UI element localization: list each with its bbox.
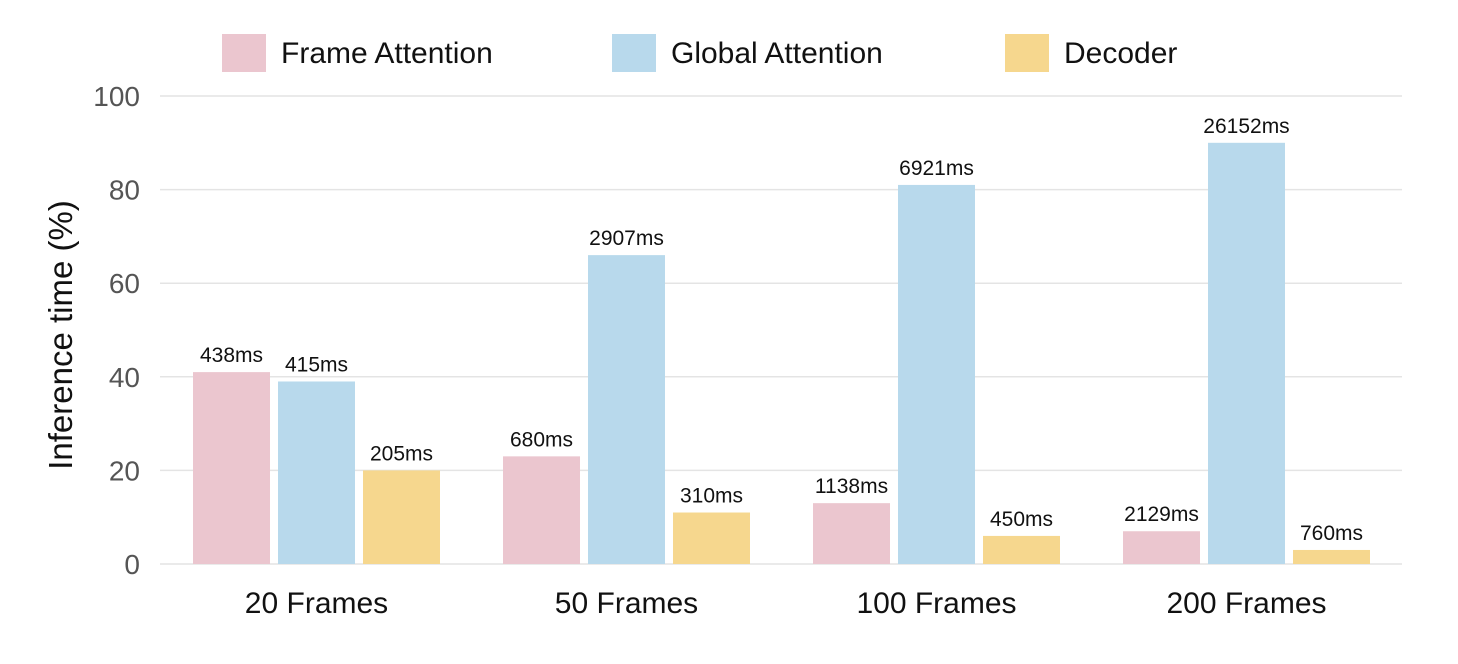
bar-decoder-100-frames xyxy=(983,535,1060,564)
data-label-global-attention-100-frames: 6921ms xyxy=(899,157,974,180)
bar-decoder-200-frames xyxy=(1293,549,1370,564)
y-tick-label-0: 0 xyxy=(124,549,140,580)
bar-frame-attention-100-frames xyxy=(813,503,890,564)
legend-label-decoder: Decoder xyxy=(1064,37,1177,70)
bar-frame-attention-50-frames xyxy=(503,456,580,564)
data-label-frame-attention-50-frames: 680ms xyxy=(510,428,573,451)
y-tick-label-100: 100 xyxy=(93,81,140,112)
y-tick-label-20: 20 xyxy=(109,455,140,486)
data-label-decoder-100-frames: 450ms xyxy=(990,508,1053,531)
x-category-label-20-frames: 20 Frames xyxy=(245,587,388,620)
data-label-decoder-50-frames: 310ms xyxy=(680,485,743,508)
legend-swatch-decoder xyxy=(1005,34,1049,72)
y-axis-label: Inference time (%) xyxy=(42,200,79,470)
x-category-label-100-frames: 100 Frames xyxy=(856,587,1016,620)
data-label-decoder-20-frames: 205ms xyxy=(370,442,433,465)
legend-label-frame-attention: Frame Attention xyxy=(281,37,493,70)
data-label-decoder-200-frames: 760ms xyxy=(1300,522,1363,545)
data-label-global-attention-200-frames: 26152ms xyxy=(1203,115,1289,138)
y-tick-label-80: 80 xyxy=(109,175,140,206)
y-tick-label-60: 60 xyxy=(109,268,140,299)
bar-frame-attention-200-frames xyxy=(1123,531,1200,564)
legend-swatch-frame-attention xyxy=(222,34,266,72)
bar-global-attention-50-frames xyxy=(588,255,665,564)
bar-global-attention-100-frames xyxy=(898,184,975,565)
x-category-label-200-frames: 200 Frames xyxy=(1166,587,1326,620)
data-label-frame-attention-20-frames: 438ms xyxy=(200,344,263,367)
y-axis-ticks: 0 20 40 60 80 100 xyxy=(93,81,140,580)
data-label-global-attention-20-frames: 415ms xyxy=(285,353,348,376)
x-category-label-50-frames: 50 Frames xyxy=(555,587,698,620)
legend-label-global-attention: Global Attention xyxy=(671,37,883,70)
data-label-frame-attention-200-frames: 2129ms xyxy=(1124,503,1199,526)
bar-decoder-20-frames xyxy=(363,470,440,564)
bar-frame-attention-20-frames xyxy=(193,372,270,564)
data-label-frame-attention-100-frames: 1138ms xyxy=(815,475,888,498)
bars xyxy=(193,142,1370,565)
bar-decoder-50-frames xyxy=(673,512,750,564)
legend: Frame Attention Global Attention Decoder xyxy=(222,34,1177,72)
bar-global-attention-20-frames xyxy=(278,381,355,564)
data-label-global-attention-50-frames: 2907ms xyxy=(589,227,664,250)
x-axis-categories: 20 Frames 50 Frames 100 Frames 200 Frames xyxy=(245,587,1327,620)
y-tick-label-40: 40 xyxy=(109,362,140,393)
bar-global-attention-200-frames xyxy=(1208,142,1285,565)
data-labels: 438ms 415ms 205ms 680ms 2907ms 310ms 1138ms 692… xyxy=(200,115,1363,545)
legend-swatch-global-attention xyxy=(612,34,656,72)
